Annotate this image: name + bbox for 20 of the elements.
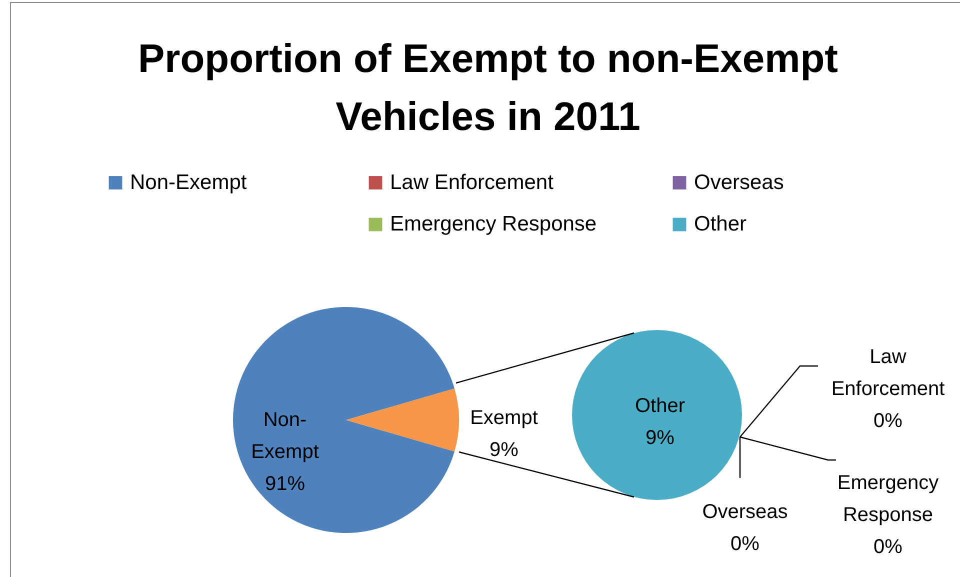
data-label: 9% (646, 427, 675, 449)
category-label: Law Enforcement (831, 346, 945, 400)
legend-label: Overseas (694, 170, 784, 194)
category-label: Emergency Response (837, 472, 939, 526)
chart-title: Proportion of Exempt to non-Exempt Vehicles in 2011 (137, 36, 839, 141)
slice-label: Exempt (470, 407, 538, 429)
data-label: 91% (264, 473, 306, 495)
pie-slice (346, 388, 459, 452)
legend-label: Law Enforcement (390, 170, 554, 194)
pie-slice (233, 307, 455, 533)
slice-label: Other (634, 395, 686, 417)
text: 0% (874, 410, 902, 432)
text: 0% (874, 536, 902, 558)
legend-label: Emergency Response (390, 212, 597, 236)
slice-label: Non-Exempt (251, 409, 320, 463)
legend-label: Non-Exempt (130, 170, 247, 194)
category-label: Overseas (702, 501, 788, 523)
data-label: 9% (490, 439, 519, 461)
legend-label: Other (694, 212, 747, 236)
text: 0% (730, 533, 760, 555)
